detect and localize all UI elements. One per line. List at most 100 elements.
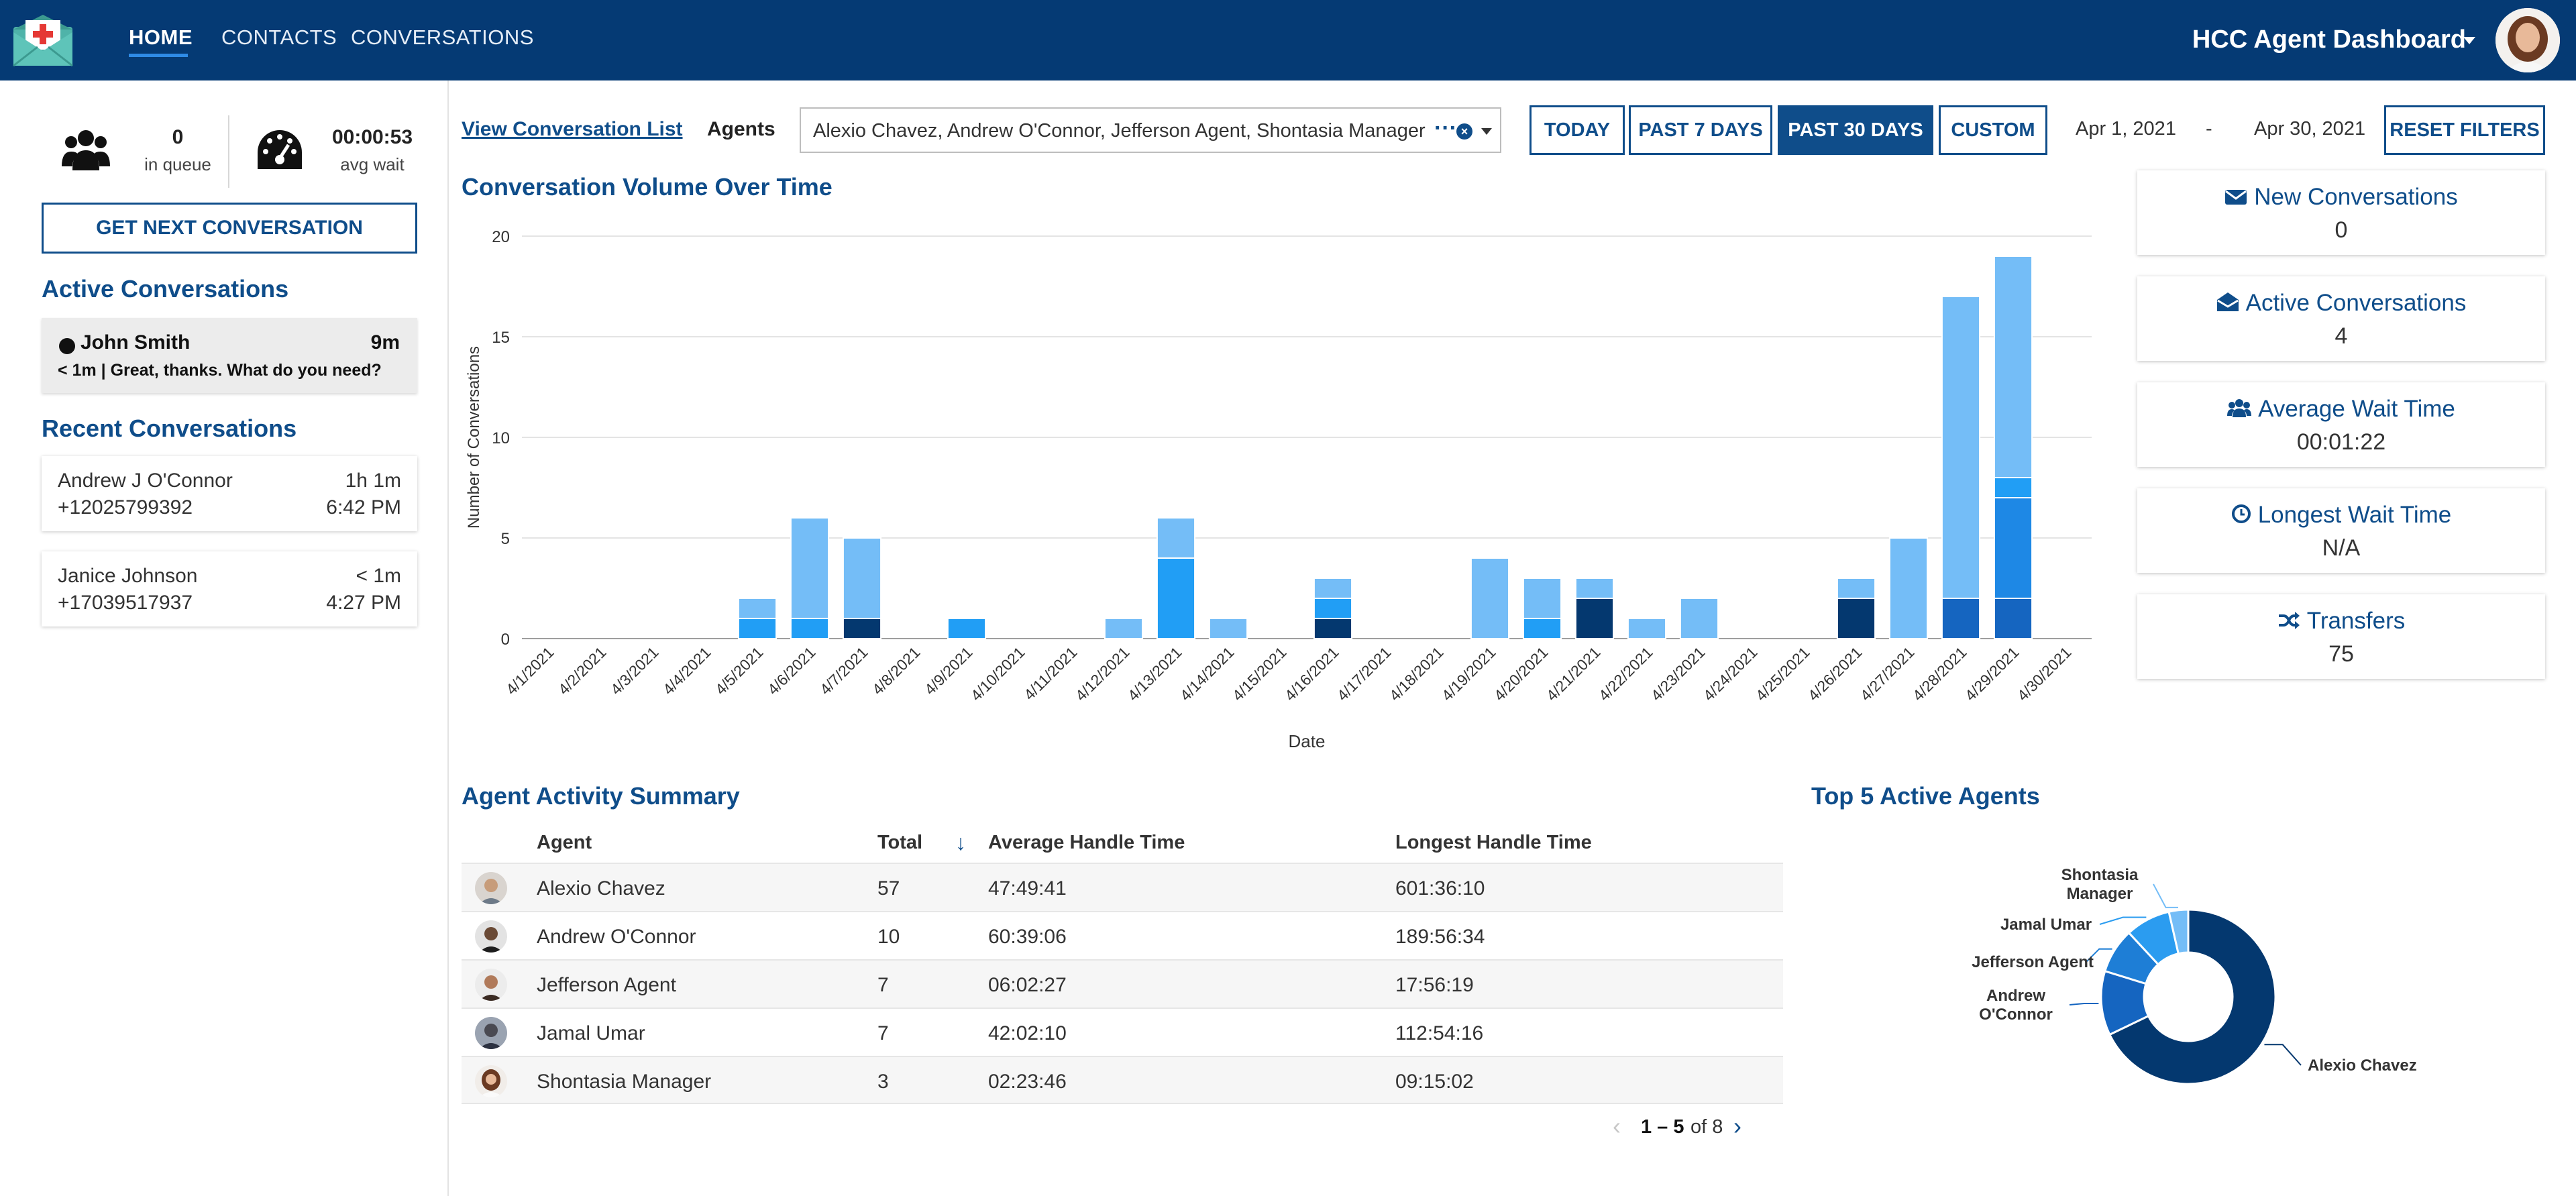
- cell-agent: Alexio Chavez: [537, 877, 665, 900]
- bar-segment: [1993, 497, 2033, 599]
- bar-segment: [1941, 598, 1981, 639]
- column-header-longest-handle-time[interactable]: Longest Handle Time: [1395, 832, 1592, 853]
- active-conversation-preview: < 1m | Great, thanks. What do you need?: [58, 361, 382, 380]
- x-tick-label: 4/25/2021: [1752, 643, 1813, 704]
- top-agents-title: Top 5 Active Agents: [1811, 782, 2040, 810]
- x-tick-label: 4/27/2021: [1857, 643, 1918, 704]
- bar-segment: [1104, 618, 1144, 639]
- x-tick-label: 4/7/2021: [816, 643, 871, 698]
- x-tick-label: 4/18/2021: [1386, 643, 1447, 704]
- agent-avatar: [475, 969, 507, 1001]
- recent-conversation-item[interactable]: Janice Johnson < 1m +17039517937 4:27 PM: [42, 551, 417, 627]
- users-icon: [2227, 399, 2252, 417]
- sort-descending-icon[interactable]: ↓: [955, 830, 966, 855]
- active-conversation-item[interactable]: John Smith 9m < 1m | Great, thanks. What…: [42, 318, 417, 393]
- agents-multiselect[interactable]: Alexio Chavez, Andrew O'Connor, Jefferso…: [800, 107, 1501, 153]
- chevron-down-icon[interactable]: [1481, 128, 1492, 135]
- bar-segment: [842, 537, 882, 619]
- x-tick-label: 4/20/2021: [1491, 643, 1552, 704]
- cell-average: 06:02:27: [988, 974, 1067, 996]
- column-header-total[interactable]: Total: [877, 832, 923, 853]
- x-tick-label: 4/22/2021: [1595, 643, 1656, 704]
- table-row[interactable]: Andrew O'Connor 10 60:39:06 189:56:34: [462, 911, 1783, 959]
- recent-conversation-phone: +12025799392: [58, 496, 193, 519]
- metric-new-conversations: New Conversations 0: [2137, 170, 2545, 255]
- y-tick-label: 20: [492, 228, 510, 246]
- column-header-agent[interactable]: Agent: [537, 832, 592, 853]
- y-tick-label: 15: [492, 329, 510, 347]
- agent-activity-title: Agent Activity Summary: [462, 782, 740, 810]
- donut-label: Andrew O'Connor: [1979, 987, 2053, 1024]
- app-logo-icon[interactable]: [11, 12, 75, 68]
- pager-total: of 8: [1690, 1116, 1723, 1138]
- nav-contacts[interactable]: CONTACTS: [221, 25, 337, 49]
- bar-segment: [737, 618, 777, 639]
- range-today-button[interactable]: TODAY: [1529, 105, 1625, 155]
- users-icon: [62, 127, 110, 175]
- nav-active-indicator: [129, 54, 188, 57]
- metric-longest-wait-time: Longest Wait Time N/A: [2137, 488, 2545, 573]
- agents-selected-value: Alexio Chavez, Andrew O'Connor, Jefferso…: [813, 120, 1426, 142]
- status-dot-icon: [59, 338, 75, 354]
- range-past-7-days-button[interactable]: PAST 7 DAYS: [1629, 105, 1772, 155]
- metric-value: 00:01:22: [2296, 429, 2386, 455]
- chevron-down-icon[interactable]: [2463, 37, 2475, 44]
- next-page-icon[interactable]: ›: [1733, 1112, 1741, 1140]
- recent-conversation-name: Andrew J O'Connor: [58, 470, 233, 492]
- bar-segment: [1574, 578, 1615, 599]
- y-tick-label: 10: [492, 429, 510, 447]
- cell-longest: 189:56:34: [1395, 926, 1485, 948]
- cell-average: 47:49:41: [988, 877, 1067, 900]
- range-past-30-days-button[interactable]: PAST 30 DAYS: [1778, 105, 1933, 155]
- recent-conversation-phone: +17039517937: [58, 592, 193, 614]
- left-column-divider: [447, 80, 449, 1196]
- cell-longest: 09:15:02: [1395, 1071, 1474, 1093]
- envelope-open-icon: [2216, 292, 2239, 311]
- view-conversation-list-link[interactable]: View Conversation List: [462, 118, 683, 140]
- cell-average: 60:39:06: [988, 926, 1067, 948]
- date-end[interactable]: Apr 30, 2021: [2254, 118, 2366, 140]
- nav-conversations[interactable]: CONVERSATIONS: [351, 25, 534, 49]
- clock-icon: [2231, 504, 2251, 523]
- bar-segment: [1208, 618, 1248, 639]
- date-start[interactable]: Apr 1, 2021: [2076, 118, 2176, 140]
- bar-segment: [1993, 598, 2033, 639]
- recent-conversation-time: 6:42 PM: [326, 496, 401, 519]
- dashboard-title[interactable]: HCC Agent Dashboard: [2192, 25, 2466, 54]
- agent-avatar: [475, 872, 507, 904]
- range-custom-button[interactable]: CUSTOM: [1939, 105, 2047, 155]
- agent-avatar: [475, 1017, 507, 1049]
- recent-conversation-item[interactable]: Andrew J O'Connor 1h 1m +12025799392 6:4…: [42, 456, 417, 531]
- table-row[interactable]: Alexio Chavez 57 47:49:41 601:36:10: [462, 863, 1783, 911]
- bar-segment: [1574, 598, 1615, 639]
- column-header-average-handle-time[interactable]: Average Handle Time: [988, 832, 1185, 853]
- cell-total: 57: [877, 877, 900, 900]
- nav-home[interactable]: HOME: [129, 25, 193, 49]
- recent-conversations-title: Recent Conversations: [42, 415, 297, 442]
- cell-agent: Andrew O'Connor: [537, 926, 696, 948]
- bar-segment: [790, 517, 830, 619]
- agent-avatar: [475, 920, 507, 953]
- bar-segment: [1941, 296, 1981, 599]
- x-axis-label: Date: [1289, 731, 1326, 751]
- metric-value: N/A: [2322, 535, 2361, 561]
- x-tick-label: 4/21/2021: [1543, 643, 1604, 704]
- cell-longest: 112:54:16: [1395, 1022, 1484, 1044]
- clear-icon[interactable]: ×: [1456, 123, 1472, 140]
- table-row[interactable]: Jefferson Agent 7 06:02:27 17:56:19: [462, 959, 1783, 1008]
- x-tick-label: 4/8/2021: [869, 643, 924, 698]
- table-row[interactable]: Jamal Umar 7 42:02:10 112:54:16: [462, 1008, 1783, 1056]
- shuffle-icon: [2278, 612, 2300, 629]
- more-icon[interactable]: ···: [1434, 115, 1457, 141]
- user-avatar[interactable]: [2496, 8, 2560, 72]
- reset-filters-button[interactable]: RESET FILTERS: [2384, 105, 2545, 155]
- bar-segment: [842, 618, 882, 639]
- previous-page-icon[interactable]: ‹: [1613, 1112, 1621, 1140]
- get-next-conversation-button[interactable]: GET NEXT CONVERSATION: [42, 203, 417, 254]
- active-conversation-name: John Smith: [80, 331, 191, 354]
- cell-agent: Jamal Umar: [537, 1022, 645, 1044]
- x-tick-label: 4/3/2021: [607, 643, 662, 698]
- table-row[interactable]: Shontasia Manager 3 02:23:46 09:15:02: [462, 1056, 1783, 1104]
- recent-conversation-duration: 1h 1m: [345, 470, 401, 492]
- cell-total: 10: [877, 926, 900, 948]
